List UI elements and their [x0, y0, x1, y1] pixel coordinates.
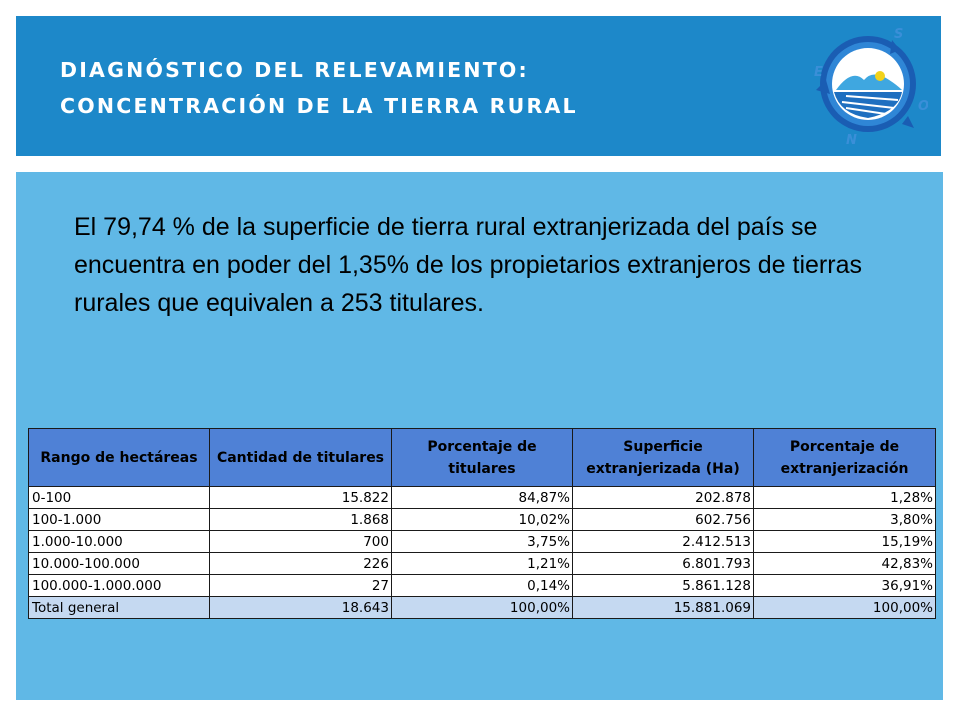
compass-letter-e: E — [814, 65, 823, 80]
table-total-row: Total general 18.643 100,00% 15.881.069 … — [28, 596, 936, 619]
table-row: 0-100 15.822 84,87% 202.878 1,28% — [28, 486, 936, 509]
compass-letter-n: N — [846, 133, 857, 146]
cell-surface: 202.878 — [572, 486, 754, 509]
table-row: 10.000-100.000 226 1,21% 6.801.793 42,83… — [28, 552, 936, 575]
cell-foreign-percent: 3,80% — [753, 508, 936, 531]
compass-logo: S E O N — [814, 27, 928, 146]
slide-title-line-1: DIAGNÓSTICO DEL RELEVAMIENTO: — [60, 58, 529, 82]
cell-holders-percent: 1,21% — [391, 552, 573, 575]
cell-holders: 700 — [209, 530, 392, 553]
land-concentration-table: Rango de hectáreas Cantidad de titulares… — [28, 428, 936, 619]
cell-surface: 2.412.513 — [572, 530, 754, 553]
cell-total-holders-percent: 100,00% — [391, 596, 573, 619]
cell-holders-percent: 0,14% — [391, 574, 573, 597]
cell-holders-percent: 84,87% — [391, 486, 573, 509]
title-banner: DIAGNÓSTICO DEL RELEVAMIENTO: CONCENTRAC… — [16, 16, 941, 156]
compass-letter-s: S — [894, 27, 903, 42]
cell-foreign-percent: 42,83% — [753, 552, 936, 575]
column-header-holders-percent: Porcentaje de titulares — [391, 428, 573, 487]
cell-holders: 15.822 — [209, 486, 392, 509]
cell-holders-percent: 10,02% — [391, 508, 573, 531]
column-header-holders: Cantidad de titulares — [209, 428, 392, 487]
cell-total-foreign-percent: 100,00% — [753, 596, 936, 619]
cell-range: 0-100 — [28, 486, 210, 509]
slide-title-line-2: CONCENTRACIÓN DE LA TIERRA RURAL — [60, 94, 578, 118]
cell-range: 100.000-1.000.000 — [28, 574, 210, 597]
cell-range: 10.000-100.000 — [28, 552, 210, 575]
table-row: 1.000-10.000 700 3,75% 2.412.513 15,19% — [28, 530, 936, 553]
column-header-range: Rango de hectáreas — [28, 428, 210, 487]
cell-foreign-percent: 36,91% — [753, 574, 936, 597]
cell-surface: 5.861.128 — [572, 574, 754, 597]
cell-foreign-percent: 1,28% — [753, 486, 936, 509]
cell-surface: 6.801.793 — [572, 552, 754, 575]
landscape-icon — [834, 71, 902, 118]
cell-surface: 602.756 — [572, 508, 754, 531]
cell-foreign-percent: 15,19% — [753, 530, 936, 553]
cell-range: 100-1.000 — [28, 508, 210, 531]
cell-range: 1.000-10.000 — [28, 530, 210, 553]
table-header-row: Rango de hectáreas Cantidad de titulares… — [28, 428, 936, 487]
column-header-surface: Superficie extranjerizada (Ha) — [572, 428, 754, 487]
cell-holders: 226 — [209, 552, 392, 575]
cell-holders: 27 — [209, 574, 392, 597]
lead-paragraph: El 79,74 % de la superficie de tierra ru… — [74, 213, 862, 317]
cell-holders: 1.868 — [209, 508, 392, 531]
compass-letter-o: O — [918, 99, 928, 114]
cell-total-surface: 15.881.069 — [572, 596, 754, 619]
cell-total-holders: 18.643 — [209, 596, 392, 619]
cell-holders-percent: 3,75% — [391, 530, 573, 553]
table-row: 100.000-1.000.000 27 0,14% 5.861.128 36,… — [28, 574, 936, 597]
table-row: 100-1.000 1.868 10,02% 602.756 3,80% — [28, 508, 936, 531]
cell-total-label: Total general — [28, 596, 210, 619]
column-header-foreign-percent: Porcentaje de extranjerización — [753, 428, 936, 487]
